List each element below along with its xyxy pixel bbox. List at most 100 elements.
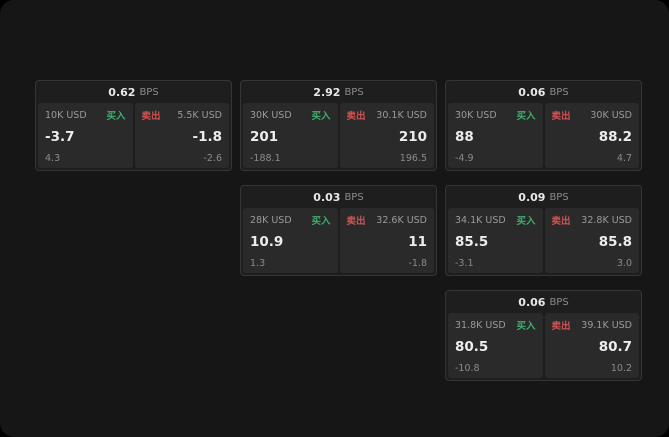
sell-change: -1.8: [408, 257, 427, 269]
buy-size: 31.8K USD: [455, 319, 506, 331]
card-header: 2.92 BPS: [241, 81, 436, 103]
price-card: 2.92 BPS 30K USD 买入 201 -188.1 卖出 30.1K …: [240, 80, 437, 171]
spread-value: 0.09: [518, 190, 546, 204]
sell-change: 10.2: [610, 362, 632, 374]
quote-panels: 34.1K USD 买入 85.5 -3.1 卖出 32.8K USD 85.8…: [446, 208, 641, 275]
bps-unit-label: BPS: [139, 86, 159, 98]
sell-panel-top: 卖出 30K USD: [551, 108, 633, 123]
card-header: 0.03 BPS: [241, 186, 436, 208]
buy-panel[interactable]: 10K USD 买入 -3.7 4.3: [38, 103, 133, 168]
bps-unit-label: BPS: [549, 191, 569, 203]
sell-label: 卖出: [551, 111, 571, 122]
buy-label: 买入: [516, 216, 536, 227]
sell-price: 210: [398, 129, 427, 146]
sell-panel-top: 卖出 32.8K USD: [551, 213, 633, 228]
price-card: 0.62 BPS 10K USD 买入 -3.7 4.3 卖出 5.5K USD: [35, 80, 232, 171]
buy-price: 80.5: [455, 339, 489, 356]
quote-panels: 10K USD 买入 -3.7 4.3 卖出 5.5K USD -1.8 -2.…: [36, 103, 231, 170]
buy-label: 买入: [106, 111, 126, 122]
buy-panel[interactable]: 34.1K USD 买入 85.5 -3.1: [448, 208, 543, 273]
buy-price: 88: [455, 129, 474, 146]
buy-size: 34.1K USD: [455, 214, 506, 226]
sell-label: 卖出: [551, 216, 571, 227]
spread-value: 0.06: [518, 295, 546, 309]
buy-panel[interactable]: 30K USD 买入 88 -4.9: [448, 103, 543, 168]
spread-value: 0.03: [313, 190, 341, 204]
price-card: 0.06 BPS 31.8K USD 买入 80.5 -10.8 卖出 39.1…: [445, 290, 642, 381]
sell-size: 30K USD: [590, 109, 632, 121]
buy-panel[interactable]: 30K USD 买入 201 -188.1: [243, 103, 338, 168]
buy-panel-top: 34.1K USD 买入: [455, 213, 536, 228]
price-card-grid: 0.62 BPS 10K USD 买入 -3.7 4.3 卖出 5.5K USD: [35, 80, 642, 381]
sell-panel-top: 卖出 30.1K USD: [346, 108, 428, 123]
sell-size: 32.6K USD: [376, 214, 427, 226]
sell-change: 3.0: [616, 257, 632, 269]
sell-panel[interactable]: 卖出 30.1K USD 210 196.5: [339, 103, 434, 168]
price-card: 0.09 BPS 34.1K USD 买入 85.5 -3.1 卖出 32.8K…: [445, 185, 642, 276]
sell-panel-top: 卖出 5.5K USD: [141, 108, 223, 123]
buy-panel-top: 10K USD 买入: [45, 108, 126, 123]
price-card: 0.06 BPS 30K USD 买入 88 -4.9 卖出 30K USD: [445, 80, 642, 171]
sell-change: -2.6: [203, 152, 222, 164]
buy-panel-top: 28K USD 买入: [250, 213, 331, 228]
spread-value: 2.92: [313, 85, 341, 99]
quote-panels: 31.8K USD 买入 80.5 -10.8 卖出 39.1K USD 80.…: [446, 313, 641, 380]
buy-size: 30K USD: [250, 109, 292, 121]
sell-change: 4.7: [616, 152, 632, 164]
sell-size: 39.1K USD: [581, 319, 632, 331]
buy-change: -4.9: [455, 152, 474, 164]
sell-size: 30.1K USD: [376, 109, 427, 121]
sell-size: 5.5K USD: [177, 109, 222, 121]
buy-size: 28K USD: [250, 214, 292, 226]
sell-panel[interactable]: 卖出 5.5K USD -1.8 -2.6: [134, 103, 229, 168]
sell-label: 卖出: [141, 111, 161, 122]
sell-panel-top: 卖出 39.1K USD: [551, 318, 633, 333]
buy-change: 4.3: [45, 152, 61, 164]
sell-panel[interactable]: 卖出 32.6K USD 11 -1.8: [339, 208, 434, 273]
buy-panel[interactable]: 28K USD 买入 10.9 1.3: [243, 208, 338, 273]
card-header: 0.09 BPS: [446, 186, 641, 208]
sell-label: 卖出: [346, 216, 366, 227]
sell-size: 32.8K USD: [581, 214, 632, 226]
price-card: 0.03 BPS 28K USD 买入 10.9 1.3 卖出 32.6K US…: [240, 185, 437, 276]
buy-size: 10K USD: [45, 109, 87, 121]
sell-price: 85.8: [598, 234, 632, 251]
sell-price: 11: [408, 234, 427, 251]
buy-change: -3.1: [455, 257, 474, 269]
buy-change: 1.3: [250, 257, 266, 269]
buy-panel-top: 31.8K USD 买入: [455, 318, 536, 333]
buy-price: -3.7: [45, 129, 75, 146]
sell-panel-top: 卖出 32.6K USD: [346, 213, 428, 228]
sell-panel[interactable]: 卖出 39.1K USD 80.7 10.2: [544, 313, 639, 378]
buy-label: 买入: [516, 111, 536, 122]
quote-panels: 30K USD 买入 201 -188.1 卖出 30.1K USD 210 1…: [241, 103, 436, 170]
sell-panel[interactable]: 卖出 30K USD 88.2 4.7: [544, 103, 639, 168]
bps-unit-label: BPS: [549, 296, 569, 308]
buy-change: -188.1: [250, 152, 281, 164]
buy-label: 买入: [311, 111, 331, 122]
buy-price: 201: [250, 129, 279, 146]
quote-panels: 28K USD 买入 10.9 1.3 卖出 32.6K USD 11 -1.8: [241, 208, 436, 275]
buy-label: 买入: [516, 321, 536, 332]
sell-panel[interactable]: 卖出 32.8K USD 85.8 3.0: [544, 208, 639, 273]
sell-label: 卖出: [346, 111, 366, 122]
card-header: 0.62 BPS: [36, 81, 231, 103]
buy-panel-top: 30K USD 买入: [250, 108, 331, 123]
sell-label: 卖出: [551, 321, 571, 332]
buy-price: 85.5: [455, 234, 489, 251]
bps-unit-label: BPS: [549, 86, 569, 98]
sell-price: -1.8: [192, 129, 222, 146]
sell-price: 80.7: [598, 339, 632, 356]
card-header: 0.06 BPS: [446, 81, 641, 103]
bps-unit-label: BPS: [344, 191, 364, 203]
buy-size: 30K USD: [455, 109, 497, 121]
spread-value: 0.62: [108, 85, 136, 99]
quote-panels: 30K USD 买入 88 -4.9 卖出 30K USD 88.2 4.7: [446, 103, 641, 170]
buy-change: -10.8: [455, 362, 480, 374]
buy-label: 买入: [311, 216, 331, 227]
buy-panel[interactable]: 31.8K USD 买入 80.5 -10.8: [448, 313, 543, 378]
bps-unit-label: BPS: [344, 86, 364, 98]
spread-value: 0.06: [518, 85, 546, 99]
buy-price: 10.9: [250, 234, 284, 251]
